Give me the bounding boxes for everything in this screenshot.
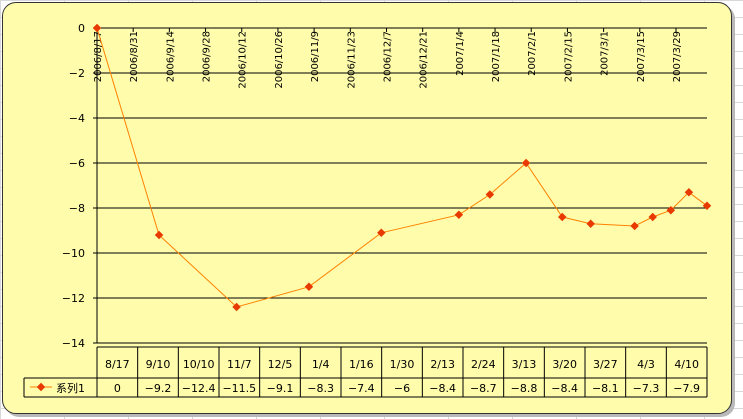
legend-key-marker [36, 382, 46, 392]
y-tick-label: −12 [62, 292, 85, 305]
table-category-label: 12/5 [268, 358, 293, 371]
x-date-label: 2007/2/1 [527, 31, 538, 76]
table-value: −8.3 [307, 382, 334, 395]
x-date-label: 2007/3/15 [636, 31, 647, 82]
x-date-label: 2006/11/23 [346, 31, 357, 89]
table-category-label: 4/10 [674, 358, 699, 371]
x-date-label: 2006/8/17 [93, 31, 104, 82]
top-date-labels: 2006/8/17 2006/8/31 2006/9/14 2006/9/28 2006… [93, 28, 683, 89]
x-date-label: 2006/12/21 [419, 31, 430, 89]
y-axis: 0 −2 −4 −6 −8 −10 −12 −14 [62, 22, 707, 350]
data-point-marker [558, 212, 567, 222]
data-point-marker [485, 190, 495, 199]
table-category-label: 9/10 [146, 358, 171, 371]
x-date-label: 2007/3/29 [672, 31, 683, 82]
data-point-marker [454, 210, 464, 219]
data-point-marker [702, 201, 712, 210]
x-date-label: 2007/2/15 [563, 31, 574, 82]
table-category-label: 4/3 [637, 358, 655, 371]
y-tick-label: −14 [62, 337, 85, 350]
table-value: −7.3 [633, 382, 660, 395]
gridlines [97, 27, 707, 344]
table-value: −9.2 [145, 382, 172, 395]
data-point-marker [377, 228, 386, 237]
table-value: −8.4 [429, 382, 456, 395]
table-category-label: 3/27 [593, 358, 618, 371]
table-value: −8.8 [511, 382, 538, 395]
table-category-label: 2/13 [430, 358, 455, 371]
data-point-marker [154, 230, 164, 240]
y-tick-label: −8 [69, 202, 85, 215]
y-tick-label: −2 [69, 67, 85, 80]
data-point-marker [648, 212, 657, 222]
data-point-marker [586, 219, 595, 228]
table-category-label: 2/24 [471, 358, 496, 371]
table-category-label: 10/10 [183, 358, 215, 371]
data-table: 8/17 9/10 10/10 11/7 12/5 1/4 1/16 1/30 2/13 2/24… [23, 346, 708, 398]
table-value: −11.5 [222, 382, 256, 395]
table-value: 0 [114, 382, 121, 395]
series-line [96, 27, 708, 308]
x-date-label: 2007/1/4 [455, 31, 466, 76]
data-point-marker [630, 221, 639, 231]
x-date-label: 2006/9/28 [202, 31, 213, 82]
table-category-label: 1/16 [349, 358, 374, 371]
table-value: −8.7 [470, 382, 497, 395]
x-date-label: 2006/12/7 [382, 31, 393, 82]
y-tick-label: −10 [62, 247, 85, 260]
table-category-label: 3/20 [552, 358, 577, 371]
table-category-label: 1/4 [312, 358, 330, 371]
y-tick-label: −4 [69, 112, 85, 125]
table-value: −12.4 [182, 382, 216, 395]
table-value: −9.1 [267, 382, 294, 395]
x-date-label: 2006/9/14 [165, 31, 176, 82]
data-point-marker [304, 282, 314, 291]
series-1-line [96, 27, 708, 308]
table-category-label: 3/13 [512, 358, 537, 371]
x-date-label: 2007/1/18 [491, 31, 502, 82]
table-category-label: 1/30 [390, 358, 415, 371]
y-tick-label: 0 [78, 22, 85, 35]
y-tick-label: −6 [69, 157, 85, 170]
table-value: −8.1 [592, 382, 619, 395]
table-value: −8.4 [551, 382, 578, 395]
x-date-label: 2006/8/31 [129, 31, 140, 82]
x-date-label: 2006/10/26 [274, 31, 285, 89]
table-value: −6 [394, 382, 410, 395]
x-date-label: 2006/10/12 [238, 31, 249, 89]
data-point-marker [232, 302, 241, 312]
x-date-label: 2007/3/1 [600, 31, 611, 76]
x-date-label: 2006/11/9 [310, 31, 321, 82]
series-1-markers [92, 23, 712, 312]
data-point-marker [92, 23, 102, 33]
table-value: −7.9 [673, 382, 700, 395]
table-category-label: 11/7 [227, 358, 252, 371]
table-value: −7.4 [348, 382, 375, 395]
table-category-label: 8/17 [105, 358, 130, 371]
legend-series-name: 系列1 [56, 381, 85, 395]
